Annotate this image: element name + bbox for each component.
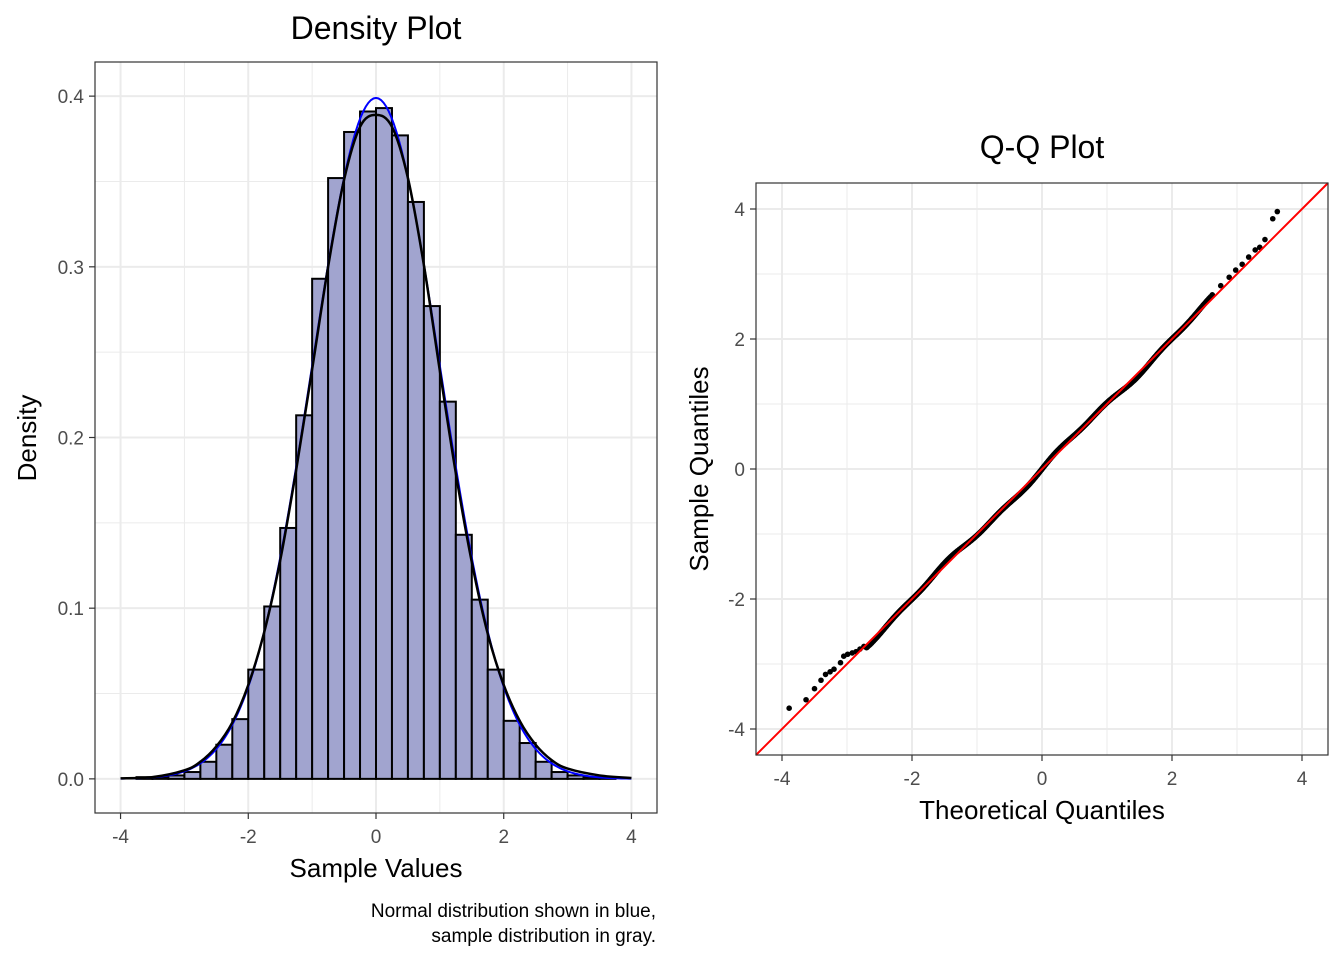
qq-point: [803, 696, 809, 703]
x-tick-label: -4: [112, 827, 129, 848]
histogram-bar: [359, 110, 377, 780]
density-plot-title: Density Plot: [291, 10, 462, 46]
qq-point: [837, 659, 844, 666]
qq-point: [831, 666, 837, 672]
y-tick-label: 0.4: [58, 87, 85, 108]
qq-point: [1226, 274, 1232, 281]
qq-x-axis-title: Theoretical Quantiles: [919, 795, 1165, 825]
qq-point: [1262, 236, 1268, 243]
histogram-bar: [279, 526, 298, 780]
x-tick-label: 0: [1037, 769, 1048, 790]
x-tick-label: 4: [1297, 769, 1308, 790]
y-tick-label: 0.3: [58, 258, 84, 279]
y-tick-label: 0.1: [58, 599, 84, 620]
y-tick-label: 0: [734, 460, 745, 481]
qq-point: [1239, 261, 1245, 268]
histogram-bar: [375, 107, 393, 780]
qq-point: [844, 651, 851, 658]
qq-reference-line: [755, 182, 1329, 756]
x-tick-label: 2: [1167, 769, 1178, 790]
histogram-bar: [550, 771, 569, 780]
qq-x-axis: -4 -2 0 2 4: [774, 755, 1308, 790]
normal-density-curve: [120, 96, 632, 780]
histogram-bar: [215, 743, 234, 780]
histogram-bar: [247, 668, 266, 780]
histogram-bar: [263, 605, 282, 780]
histogram-bar: [231, 718, 250, 780]
qq-point: [1217, 282, 1224, 289]
qq-y-axis: -4 -2 0 2 4: [728, 200, 756, 741]
density-y-axis: 0.0 0.1 0.2 0.3 0.4: [58, 87, 95, 791]
histogram-bar: [502, 719, 521, 780]
histogram-bar: [422, 305, 441, 780]
histogram-bar: [454, 533, 473, 780]
y-tick-label: -2: [728, 590, 745, 611]
qq-point: [1252, 247, 1258, 253]
qq-point: [811, 685, 818, 692]
y-tick-label: 2: [734, 330, 745, 351]
density-y-axis-title: Density: [12, 395, 42, 482]
qq-point: [818, 677, 824, 684]
histogram-bar: [199, 760, 218, 780]
y-tick-label: 0.2: [58, 429, 84, 450]
sample-density-curve: [120, 113, 632, 780]
qq-plot-title: Q-Q Plot: [980, 129, 1105, 165]
caption-line-2: sample distribution in gray.: [431, 926, 656, 947]
histogram-bar: [406, 200, 425, 780]
histogram-bar: [518, 742, 537, 780]
density-x-axis-title: Sample Values: [290, 853, 463, 883]
x-tick-label: -2: [904, 769, 921, 790]
histogram-bar: [183, 771, 202, 780]
histogram-bar: [327, 177, 346, 780]
x-tick-label: -2: [240, 827, 257, 848]
qq-y-axis-title: Sample Quantiles: [684, 366, 714, 571]
qq-point: [1245, 254, 1252, 260]
density-plot-panel: Density Plot -4 -2 0 2 4 0.0 0.1 0.2 0.3 0.4 Sam…: [12, 10, 658, 947]
x-tick-label: 4: [626, 827, 637, 848]
density-x-axis: -4 -2 0 2 4: [112, 813, 637, 848]
histogram-bar: [534, 760, 553, 780]
histogram-bar: [390, 134, 409, 780]
histogram-bar: [486, 668, 505, 780]
qq-point: [822, 671, 829, 678]
qq-point: [1274, 208, 1281, 215]
x-tick-label: 2: [498, 827, 509, 848]
histogram-bars: [135, 107, 617, 780]
y-tick-label: 4: [734, 200, 745, 221]
y-tick-label: 0.0: [58, 770, 84, 791]
x-tick-label: -4: [774, 769, 791, 790]
y-tick-label: -4: [728, 720, 745, 741]
qq-point: [786, 705, 792, 711]
x-tick-label: 0: [371, 827, 382, 848]
qq-plot-grid: [756, 183, 1328, 755]
caption-line-1: Normal distribution shown in blue,: [371, 901, 656, 922]
qq-plot-panel: Q-Q Plot -4 -2 0 2 4 -4 -2 0 2 4 Theoretical Qua…: [684, 129, 1329, 825]
histogram-bar: [295, 414, 314, 780]
histogram-bar: [343, 130, 362, 780]
qq-point: [1269, 215, 1276, 222]
qq-point: [1232, 267, 1239, 273]
